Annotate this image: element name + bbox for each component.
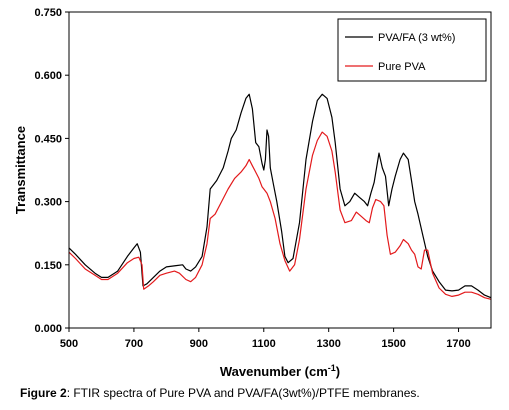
figure-caption-text: : FTIR spectra of Pure PVA and PVA/FA(3w… bbox=[66, 386, 420, 400]
x-axis-title-main: Wavenumber (cm bbox=[220, 364, 328, 379]
x-tick-label: 900 bbox=[190, 338, 208, 350]
figure-caption-label: Figure 2 bbox=[20, 386, 67, 400]
plot-frame bbox=[68, 11, 492, 329]
y-tick-label: 0.600 bbox=[34, 70, 62, 82]
x-tick-label: 1700 bbox=[446, 338, 470, 350]
x-tick-label: 1500 bbox=[381, 338, 405, 350]
y-tick-label: 0.300 bbox=[34, 197, 62, 209]
x-tick-label: 500 bbox=[60, 338, 78, 350]
series-layer bbox=[68, 93, 492, 300]
x-axis-ticks: 500 700 900 1100 1300 1500 1700 bbox=[60, 328, 471, 350]
x-tick-label: 1300 bbox=[316, 338, 340, 350]
legend-label-pure-pva: Pure PVA bbox=[378, 61, 426, 73]
x-tick-label: 1100 bbox=[252, 338, 276, 350]
series-line-pure-pva bbox=[68, 131, 492, 300]
legend: PVA/FA (3 wt%) Pure PVA bbox=[337, 18, 487, 82]
y-axis-title: Transmittance bbox=[13, 126, 28, 214]
ftir-chart: 0.000 0.150 0.300 0.450 0.600 0.750 500 700 900… bbox=[13, 7, 492, 379]
figure-caption: Figure 2: FTIR spectra of Pure PVA and P… bbox=[20, 386, 500, 400]
y-tick-label: 0.750 bbox=[34, 7, 62, 19]
y-tick-label: 0.000 bbox=[34, 323, 62, 335]
x-axis-title-superscript: -1 bbox=[328, 363, 336, 373]
series-line-pva-fa bbox=[68, 93, 492, 299]
legend-label-pva-fa: PVA/FA (3 wt%) bbox=[378, 32, 455, 44]
x-axis-title-end: ) bbox=[336, 364, 340, 379]
x-axis-title: Wavenumber (cm-1) bbox=[220, 363, 340, 379]
legend-box bbox=[337, 18, 487, 82]
y-tick-label: 0.450 bbox=[34, 133, 62, 145]
y-axis-ticks: 0.000 0.150 0.300 0.450 0.600 0.750 bbox=[34, 7, 69, 335]
x-tick-label: 700 bbox=[125, 338, 143, 350]
y-tick-label: 0.150 bbox=[34, 260, 62, 272]
